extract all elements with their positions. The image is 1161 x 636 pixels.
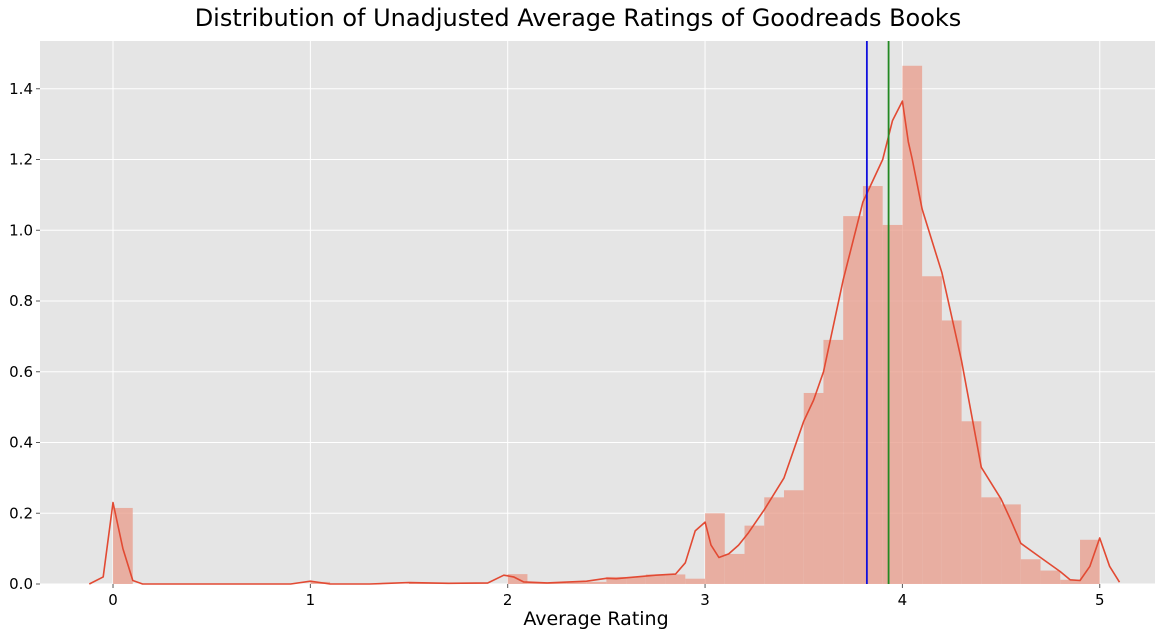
y-tick-label: 0.2 [9, 504, 33, 522]
x-tick-label: 3 [700, 591, 710, 609]
histogram-bar [665, 574, 686, 584]
histogram-bar [803, 392, 824, 584]
histogram-bar [744, 525, 765, 584]
histogram-bar [685, 578, 706, 584]
reference-lines [865, 41, 890, 584]
histogram-bar [783, 490, 804, 584]
y-tick-label: 0.6 [9, 363, 33, 381]
histogram-bar [626, 576, 646, 584]
chart-title: Distribution of Unadjusted Average Ratin… [195, 4, 962, 32]
histogram-bar [527, 582, 548, 584]
x-axis-ticks: 0 1 2 3 4 5 [108, 584, 1105, 609]
histogram-bar [961, 421, 982, 584]
histogram-bar [941, 320, 962, 584]
x-tick-label: 1 [306, 591, 316, 609]
histogram-bar [843, 216, 863, 584]
histogram-bar [882, 224, 903, 584]
kde-line [88, 100, 1121, 585]
x-tick-label: 4 [898, 591, 908, 609]
x-tick-label: 5 [1095, 591, 1105, 609]
y-tick-label: 1.0 [9, 221, 33, 239]
y-axis-ticks: 0.0 0.2 0.4 0.6 0.8 1.0 1.2 1.4 [9, 80, 40, 593]
y-tick-label: 1.4 [9, 80, 33, 98]
x-tick-label: 2 [503, 591, 513, 609]
histogram-bars [113, 65, 1100, 585]
histogram-bar [1001, 504, 1021, 584]
histogram-bar [764, 497, 784, 584]
histogram-bar [586, 581, 607, 584]
histogram-bar [724, 553, 745, 584]
y-tick-label: 1.2 [9, 151, 33, 169]
histogram-bar [922, 276, 942, 584]
histogram-bar [1060, 579, 1081, 584]
histogram-bar [823, 339, 844, 584]
histogram-bar [1040, 570, 1061, 584]
histogram-bar [902, 65, 923, 585]
histogram-bar [566, 581, 587, 584]
histogram-bar [981, 497, 1002, 584]
histogram-bar [862, 186, 883, 584]
kde-curve [88, 100, 1121, 585]
histogram-bar [705, 513, 725, 584]
y-tick-label: 0.0 [9, 575, 33, 593]
y-tick-label: 0.8 [9, 292, 33, 310]
histogram-bar [645, 574, 666, 584]
histogram-bar [1020, 559, 1041, 584]
y-tick-label: 0.4 [9, 434, 33, 452]
histogram-bar [547, 582, 567, 584]
histogram-bar [606, 576, 627, 584]
x-axis-label: Average Rating [523, 608, 668, 630]
x-tick-label: 0 [108, 591, 118, 609]
